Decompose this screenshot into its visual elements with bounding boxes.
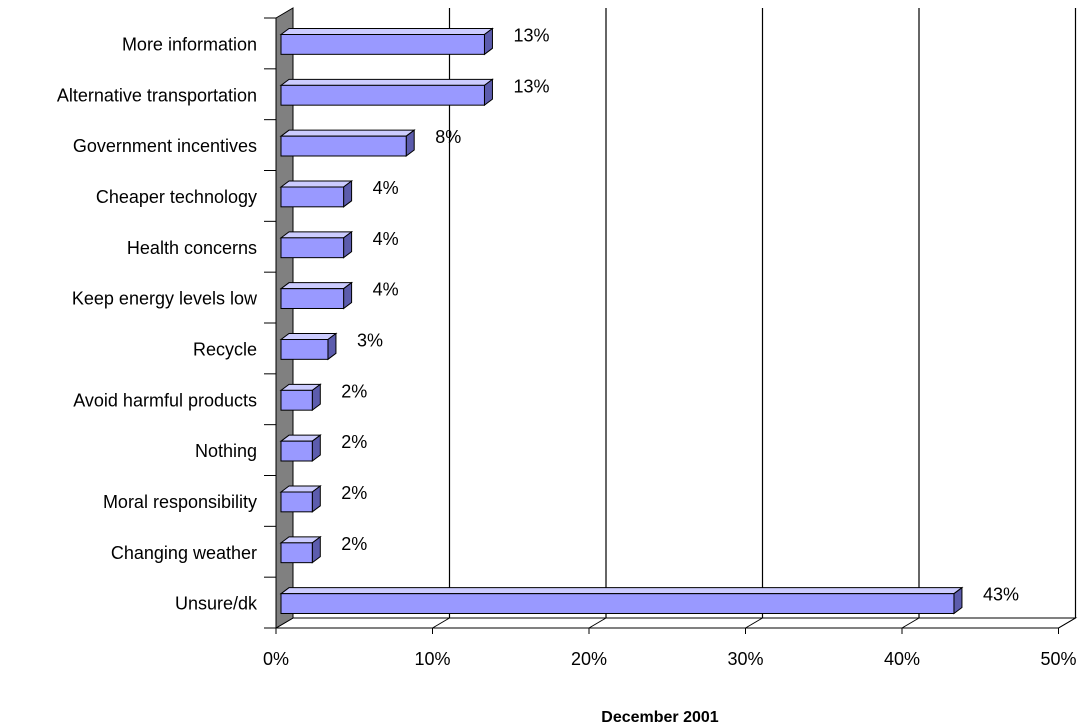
data-label: 2% (341, 432, 367, 452)
category-label: Moral responsibility (103, 492, 257, 512)
bar (279, 485, 322, 513)
bar-front-face (280, 542, 313, 564)
floor-tick (745, 617, 763, 629)
category-label: Alternative transportation (57, 85, 257, 105)
bar-front-face (280, 84, 485, 106)
bar-top-face (279, 78, 494, 86)
floor-plane (274, 617, 1078, 629)
category-labels: More information Alternative transportati… (57, 34, 258, 613)
bar (279, 383, 322, 412)
data-label: 3% (357, 330, 383, 350)
bar-front-face (280, 237, 345, 259)
data-label: 2% (341, 483, 367, 503)
bar (279, 78, 494, 107)
x-tick-labels: 0% 10% 20% 30% 40% 50% (263, 649, 1077, 669)
category-label: Government incentives (73, 136, 257, 156)
x-tick-label: 40% (884, 649, 920, 669)
bar-top-face (279, 180, 354, 188)
category-label: Health concerns (127, 238, 257, 258)
bar-top-face (279, 333, 338, 341)
x-tick-label: 30% (727, 649, 763, 669)
bar (279, 332, 338, 361)
bar (279, 535, 322, 564)
data-labels: 13% 13% 8% 4% 4% 4% 3% 2% 2% 2% 2% 43% (341, 25, 1019, 604)
data-label: 4% (373, 178, 399, 198)
x-axis-title: December 2001 (601, 709, 719, 726)
bar-front-face (280, 186, 345, 208)
category-label: Nothing (195, 441, 257, 461)
data-label: 2% (341, 381, 367, 401)
category-label: Keep energy levels low (72, 289, 258, 309)
data-label: 4% (373, 229, 399, 249)
bar (279, 129, 416, 157)
chart-floor (274, 617, 1078, 629)
data-label: 43% (983, 585, 1019, 605)
bar (279, 27, 494, 56)
floor-tick (1058, 617, 1076, 629)
bar-front-face (280, 288, 345, 309)
bars (279, 27, 964, 615)
bar (279, 230, 354, 259)
bar-front-face (280, 339, 329, 360)
chart-wall (264, 7, 294, 629)
bar-front-face (280, 135, 407, 157)
gridlines (275, 8, 1077, 634)
bar (279, 180, 354, 208)
bar-top-face (279, 282, 354, 290)
floor-tick (588, 617, 607, 629)
bar-front-face (280, 491, 313, 513)
bar (279, 586, 964, 615)
x-tick-label: 20% (571, 649, 607, 669)
data-label: 8% (435, 127, 461, 147)
category-label: Unsure/dk (175, 594, 258, 614)
bar-front-face (280, 440, 313, 462)
x-tick-label: 0% (263, 649, 289, 669)
bar-top-face (279, 587, 964, 595)
bar-top-face (279, 231, 354, 239)
bar (279, 281, 354, 310)
bar-top-face (279, 129, 416, 137)
bar-front-face (280, 34, 485, 55)
floor-tick (432, 617, 450, 629)
category-label: Changing weather (111, 543, 257, 563)
bar-top-face (279, 28, 494, 36)
category-label: Recycle (193, 339, 257, 359)
bar (279, 434, 322, 462)
category-label: Cheaper technology (96, 187, 257, 207)
data-label: 13% (513, 25, 549, 45)
data-label: 4% (373, 280, 399, 300)
x-tick-label: 50% (1040, 649, 1076, 669)
category-label: More information (122, 34, 257, 54)
floor-tick (901, 617, 920, 629)
category-label: Avoid harmful products (73, 390, 257, 410)
data-label: 2% (341, 534, 367, 554)
x-tick-label: 10% (414, 649, 450, 669)
bar-front-face (280, 593, 955, 614)
bar-front-face (280, 389, 313, 411)
data-label: 13% (513, 76, 549, 96)
